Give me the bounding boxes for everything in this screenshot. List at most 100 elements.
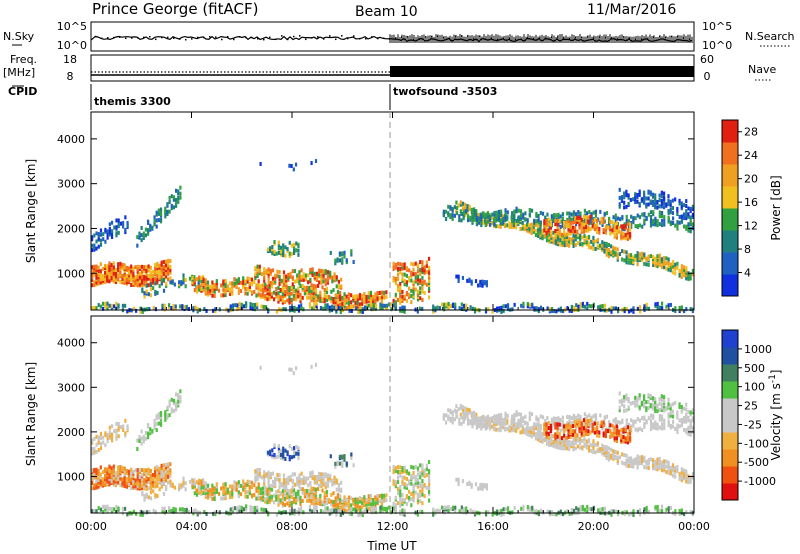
velocity-cell: [153, 425, 156, 430]
power-cell: [455, 205, 459, 210]
power-cell: [267, 276, 270, 281]
velocity-cell: [630, 418, 633, 423]
power-cell: [561, 237, 564, 242]
power-cell: [132, 270, 135, 275]
velocity-cell: [425, 463, 428, 468]
velocity-cell: [310, 501, 313, 506]
power-cell: [169, 268, 172, 273]
power-cell: [412, 280, 415, 285]
power-cell: [539, 224, 542, 229]
velocity-cell: [401, 482, 404, 487]
power-cell: [680, 219, 683, 224]
power-cell: [548, 219, 551, 224]
velocity-cell: [405, 494, 409, 499]
power-cell: [339, 296, 342, 301]
power-cell: [689, 276, 692, 281]
velocity-cell: [254, 475, 257, 480]
power-cell: [419, 290, 422, 295]
velocity-cell: [191, 479, 194, 484]
velocity-cell: [170, 407, 173, 412]
velocity-cell: [233, 480, 236, 485]
velocity-cell: [605, 445, 608, 450]
power-cell: [195, 289, 199, 294]
velocity-cell: [277, 454, 280, 459]
velocity-cell: [347, 508, 351, 513]
velocity-cell: [570, 440, 573, 445]
velocity-cell: [425, 473, 428, 478]
power-cell: [669, 199, 672, 204]
power-cell: [290, 291, 293, 296]
velocity-cell: [239, 483, 243, 488]
velocity-cell: [567, 435, 570, 440]
power-cell: [286, 290, 289, 295]
velocity-cell: [408, 495, 411, 500]
power-cell: [177, 195, 180, 200]
power-cell: [115, 231, 118, 236]
velocity-cell: [272, 500, 276, 505]
velocity-cell: [576, 444, 580, 449]
velocity-cell: [660, 414, 664, 419]
power-cell: [556, 231, 559, 236]
power-cell: [561, 216, 564, 221]
power-cell: [612, 215, 615, 220]
velocity-cell: [329, 454, 332, 459]
velocity-cell: [504, 411, 507, 416]
power-cell: [159, 211, 163, 216]
power-cell: [224, 288, 227, 293]
velocity-heatmap: [91, 362, 694, 517]
power-cell: [222, 287, 225, 292]
velocity-cell: [669, 469, 672, 474]
power-cell: [125, 280, 128, 285]
power-cell: [354, 294, 357, 299]
velocity-cell: [224, 493, 227, 498]
velocity-cell: [231, 494, 234, 499]
velocity-cell: [250, 493, 254, 498]
power-cell: [136, 243, 139, 248]
velocity-cell: [605, 449, 608, 454]
velocity-cell: [312, 489, 315, 494]
power-cell: [132, 275, 135, 280]
velocity-cell: [392, 479, 395, 484]
velocity-cell: [308, 498, 311, 503]
velocity-cell: [689, 475, 692, 480]
nsearch-dot: [455, 35, 457, 38]
nsearch-dot: [419, 38, 421, 40]
power-cell: [343, 304, 346, 309]
power-cell: [369, 295, 373, 300]
power-cell: [268, 284, 271, 289]
velocity-cell: [321, 500, 324, 505]
velocity-cell: [464, 412, 467, 417]
power-cell: [136, 283, 139, 288]
power-cell: [614, 213, 617, 218]
power-cell: [117, 230, 120, 235]
velocity-cell: [213, 492, 216, 497]
velocity-cell: [574, 415, 578, 420]
velocity-cell: [603, 450, 606, 455]
power-cell: [416, 294, 420, 299]
velocity-cell: [521, 430, 524, 435]
velocity-cell: [484, 422, 487, 427]
power-cell: [530, 231, 533, 236]
power-cell: [117, 265, 120, 270]
nsky-strip: N.Sky 10^5 10^0 10^5 10^0 N.Search: [3, 20, 795, 52]
power-cell: [678, 269, 681, 274]
velocity-cell: [287, 475, 290, 480]
power-cell: [180, 280, 183, 285]
power-cell: [271, 281, 275, 286]
power-cell: [253, 307, 257, 312]
velocity-cell: [153, 422, 156, 427]
nsearch-dot: [599, 36, 601, 38]
power-cell: [333, 305, 336, 310]
velocity-cell: [318, 471, 321, 476]
velocity-cell: [127, 469, 131, 474]
velocity-cell: [408, 489, 411, 494]
velocity-cell: [226, 487, 229, 492]
power-cell: [617, 229, 621, 234]
power-cell: [691, 222, 694, 227]
power-cell: [557, 212, 560, 217]
velocity-cell: [335, 478, 338, 483]
power-cell: [282, 246, 285, 251]
power-cell: [596, 218, 599, 223]
power-cell: [381, 306, 384, 311]
power-cell: [535, 211, 538, 216]
